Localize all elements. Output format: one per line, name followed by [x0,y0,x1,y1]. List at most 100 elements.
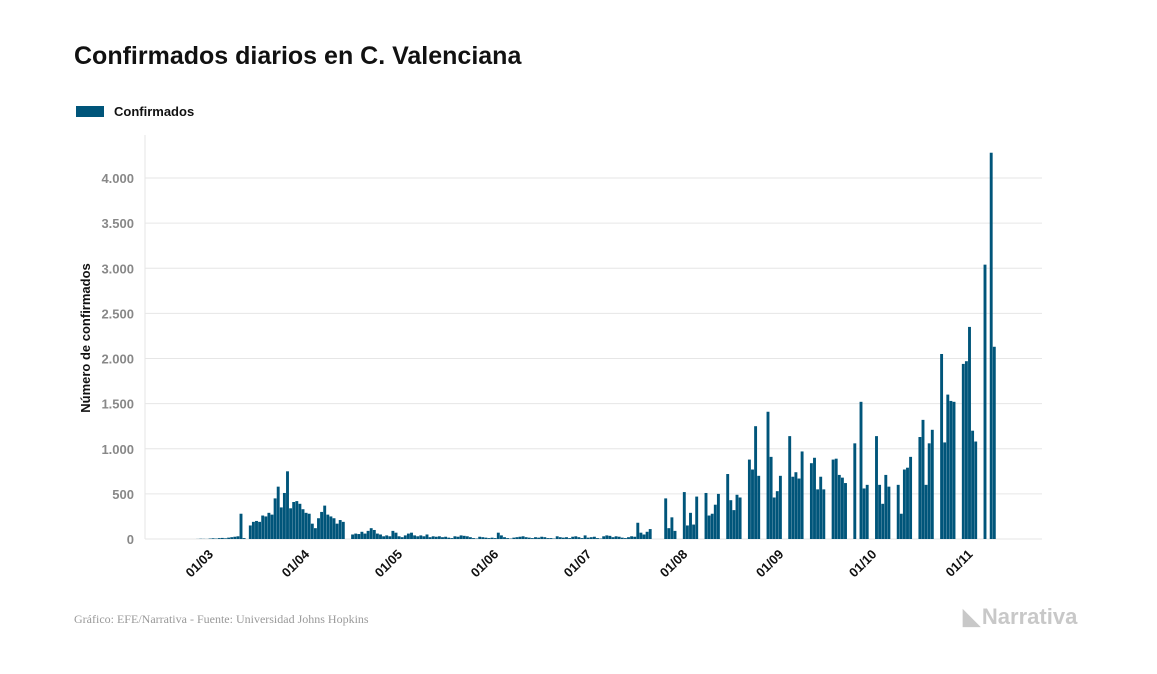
bar [667,528,671,539]
bar [713,504,717,539]
bar [800,451,804,539]
bar [617,536,621,539]
bar [375,533,379,540]
bar [220,537,224,539]
bar [949,400,953,539]
bar [614,536,618,539]
bar [382,536,386,539]
bar [270,514,274,539]
bar [496,532,500,539]
bar [930,429,934,539]
bar [478,536,482,539]
y-tick-label: 3.000 [101,261,134,276]
bar [710,513,714,539]
bar [444,536,448,539]
bar [233,536,237,539]
bar [961,363,965,539]
bar [732,510,736,539]
bar [419,535,423,539]
bar [282,492,286,539]
bar [887,486,891,539]
bar [363,533,367,540]
bar [735,494,739,539]
bar [456,536,460,539]
bar [605,535,609,539]
bar [518,536,522,539]
y-tick-label: 3.500 [101,216,134,231]
bar [465,536,469,539]
bar [289,508,293,539]
bar [261,515,265,539]
bar [295,501,299,540]
bar [664,498,668,539]
bar [834,458,838,539]
bar [909,456,913,539]
bar [410,532,413,539]
bar [704,492,708,539]
bar [859,401,863,539]
bar [707,515,711,539]
bar [391,530,395,539]
bar [437,536,441,539]
bar [620,537,624,539]
bar [242,538,246,539]
bar [515,537,519,539]
bar [527,537,531,539]
bar [899,513,903,539]
bar [317,518,320,539]
bar [577,537,581,539]
bar [769,456,773,539]
bar [258,521,262,539]
bar [357,534,361,539]
bar [388,536,392,539]
bar [211,538,215,539]
narrativa-logo: ◣ Narrativa [963,604,1077,630]
bar [230,537,234,539]
bar [397,536,401,539]
bar [819,476,823,539]
bar [574,536,578,539]
bar [844,483,847,539]
bar [248,525,252,539]
bar [267,512,271,539]
bar [738,497,742,540]
bar [670,517,674,539]
bar [853,443,857,539]
bar [729,500,733,539]
bar [906,467,909,539]
bar [645,531,649,539]
x-tick-label: 01/11 [943,547,976,580]
bar [940,353,944,539]
bar [580,538,584,539]
bar [227,537,231,539]
bar [462,535,466,539]
x-tick-label: 01/06 [468,547,502,581]
x-tick-label: 01/03 [183,547,217,581]
bar [608,535,612,539]
bar [540,536,544,539]
x-tick-label: 01/05 [372,547,406,581]
bar [279,507,283,539]
x-tick-label: 01/10 [846,547,880,581]
bar [546,538,550,539]
bar [974,441,978,539]
bar [952,401,956,539]
bar [561,537,565,539]
bar [896,484,900,539]
bar [413,535,417,539]
bar [351,534,355,539]
bar [447,537,451,539]
bar [788,436,792,539]
bar [766,411,770,539]
bar [506,538,510,539]
bar [217,538,221,539]
bar [813,457,816,539]
bar [453,536,457,539]
bar [335,523,339,539]
bar [298,503,302,539]
x-tick-label: 01/04 [279,546,313,580]
bar [499,535,503,539]
chart-title: Confirmados diarios en C. Valenciana [74,42,522,70]
bar [530,538,534,539]
